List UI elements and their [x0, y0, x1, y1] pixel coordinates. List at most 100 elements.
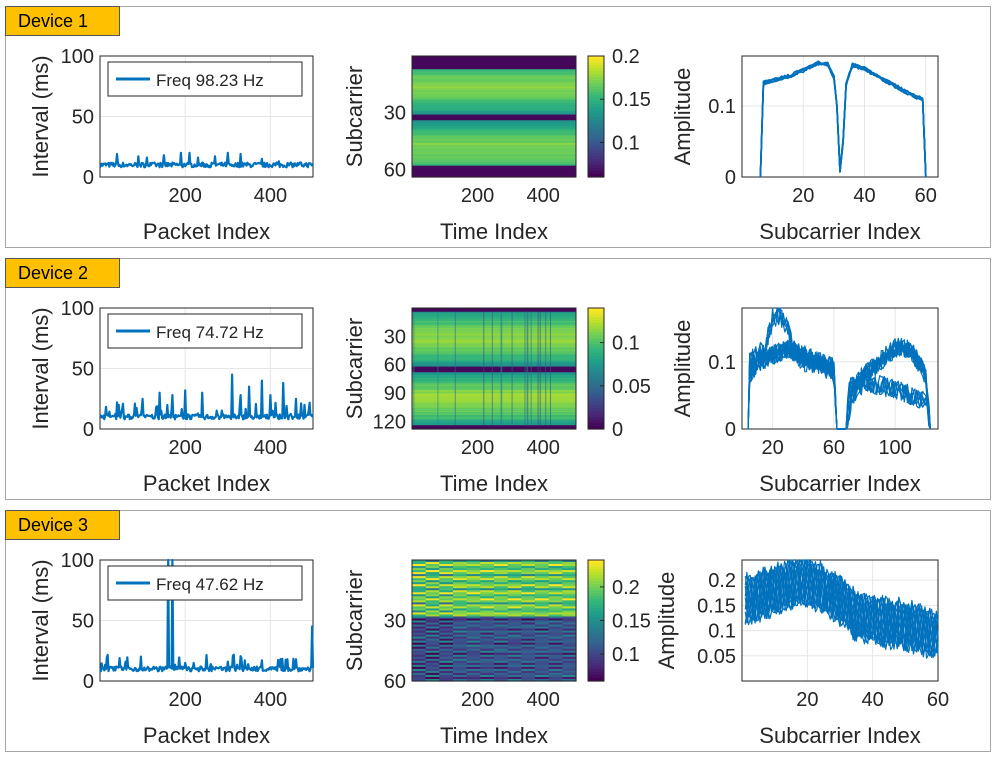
device-2-heatmap-ytick: 30 [384, 326, 406, 348]
device-2-colorbar-step [588, 374, 604, 379]
device-3-heatmap-cell [425, 618, 440, 622]
device-3-heatmap-cell [521, 650, 536, 654]
device-1-heatmap-row [412, 137, 576, 140]
device-3-heatmap-cell [548, 606, 563, 609]
device-2-colorbar-step [588, 308, 604, 312]
device-2-heatmap-row [412, 354, 576, 356]
device-3-heatmap-cell [453, 676, 468, 680]
device-2-colorbar-frame [587, 307, 605, 430]
device-3-heatmap-cell [412, 676, 427, 680]
device-3-heatmap-cell [494, 640, 509, 644]
device-3-heatmap-cell [425, 624, 440, 628]
device-3-heatmap-cell [507, 614, 522, 618]
device-3-heatmap-cell [494, 564, 509, 567]
device-2-heatmap-row [412, 397, 576, 400]
device-3-heatmap-cell [507, 618, 522, 622]
device-1-heatmap-row [412, 124, 576, 127]
device-2-heatmap-row [412, 390, 576, 392]
device-1-heatmap-xtick: 400 [527, 185, 560, 207]
device-1-heatmap-row [412, 163, 576, 167]
device-3-heatmap-cell [521, 582, 536, 585]
device-2-heatmap-row [412, 364, 576, 367]
device-3-heatmap-cell [535, 590, 550, 593]
device-3-heatmap-cell [494, 642, 509, 646]
device-3-heatmap-cell [507, 582, 522, 585]
device-3-heatmap-cell [494, 628, 509, 632]
device-3-heatmap-cell [521, 560, 536, 563]
device-2-heatmap-ytick: 60 [384, 355, 406, 377]
device-3-heatmap-cell [439, 622, 454, 626]
device-2-interval-ytick: 50 [72, 359, 94, 381]
device-3-heatmap-cell [548, 580, 563, 583]
device-3-heatmap-cell [521, 592, 536, 595]
device-2-heatmap-row [412, 337, 576, 339]
device-3-heatmap-cell [412, 590, 427, 593]
device-1-interval-xtick: 400 [254, 185, 287, 207]
device-3-heatmap-cell [562, 658, 577, 662]
device-3-heatmap-cell [466, 584, 481, 587]
device-3-heatmap-cell [562, 616, 577, 620]
device-2-colorbar-step [588, 410, 604, 415]
device-3-heatmap-cell [535, 660, 550, 664]
device-2-heatmap-row [412, 342, 576, 344]
device-3-colorbar-step [588, 563, 604, 567]
device-3-heatmap-cell [453, 614, 468, 618]
device-2-interval-series [99, 373, 314, 421]
device-3-heatmap-cell [439, 632, 454, 636]
device-3-heatmap-cell [439, 580, 454, 583]
device-3-heatmap-cell [425, 638, 440, 642]
device-3-heatmap-cell [425, 646, 440, 650]
device-2-heatmap-row [412, 368, 576, 371]
device-3-heatmap-cell [535, 648, 550, 652]
device-3-heatmap-cell [412, 648, 427, 652]
device-1-heatmap-row [412, 142, 576, 146]
device-3-heatmap-cell [548, 632, 563, 636]
device-3-amplitude-xtick: 40 [862, 689, 884, 711]
device-3-heatmap-cell [521, 654, 536, 658]
device-1-heatmap-row [412, 154, 576, 157]
device-1-amplitude-ylabel: Amplitude [670, 68, 695, 166]
device-2-colorbar-step [588, 344, 604, 348]
device-3-interval-ytick: 0 [83, 671, 94, 693]
device-3-heatmap-cell [521, 674, 536, 678]
device-3-heatmap-cell [494, 602, 509, 605]
device-3-heatmap-cell [453, 594, 468, 597]
device-3-heatmap-cell [521, 576, 536, 579]
device-3-heatmap-cell [439, 630, 454, 634]
device-2-colorbar-step [588, 371, 604, 376]
device-3-heatmap-cell [562, 652, 577, 656]
device-3-heatmap-cell [480, 592, 495, 595]
device-3-heatmap-cell [535, 570, 550, 573]
device-3-heatmap-cell [535, 580, 550, 583]
device-3-colorbar-step [588, 584, 604, 588]
device-2-heatmap-row [412, 406, 576, 408]
device-3-heatmap-cell [494, 586, 509, 589]
device-3-heatmap-cell [562, 570, 577, 573]
device-3-heatmap-cell [453, 570, 468, 573]
device-2-colorbar-step [588, 311, 604, 315]
device-3-heatmap-cell [548, 578, 563, 581]
device-3-heatmap-cell [494, 610, 509, 614]
device-3-heatmap-cell [548, 656, 563, 660]
device-3-colorbar-step [588, 590, 604, 594]
device-3-amplitude-xlabel: Subcarrier Index [759, 723, 920, 748]
device-1-interval-series [99, 151, 314, 169]
device-3-heatmap-cell [439, 672, 454, 676]
device-3-heatmap-cell [494, 572, 509, 575]
device-3-heatmap-cell [466, 616, 481, 620]
device-1-heatmap-row [412, 127, 576, 131]
device-3-heatmap-cell [480, 634, 495, 638]
device-3-interval-xlabel: Packet Index [143, 723, 270, 748]
device-3-heatmap-xlabel: Time Index [440, 723, 548, 748]
device-3-heatmap-cell [425, 666, 440, 670]
device-3-heatmap-cell [466, 650, 481, 654]
device-3-heatmap-cell [425, 668, 440, 672]
device-1-amplitude-xtick: 60 [915, 185, 937, 207]
device-3-heatmap-cell [425, 572, 440, 575]
device-3-heatmap-cell [453, 644, 468, 648]
device-3-heatmap-cell [535, 602, 550, 605]
device-1-heatmap-row [412, 161, 576, 165]
device-3-heatmap-cell [535, 620, 550, 624]
device-3-heatmap-cell [453, 576, 468, 579]
device-3-heatmap-cell [453, 616, 468, 620]
